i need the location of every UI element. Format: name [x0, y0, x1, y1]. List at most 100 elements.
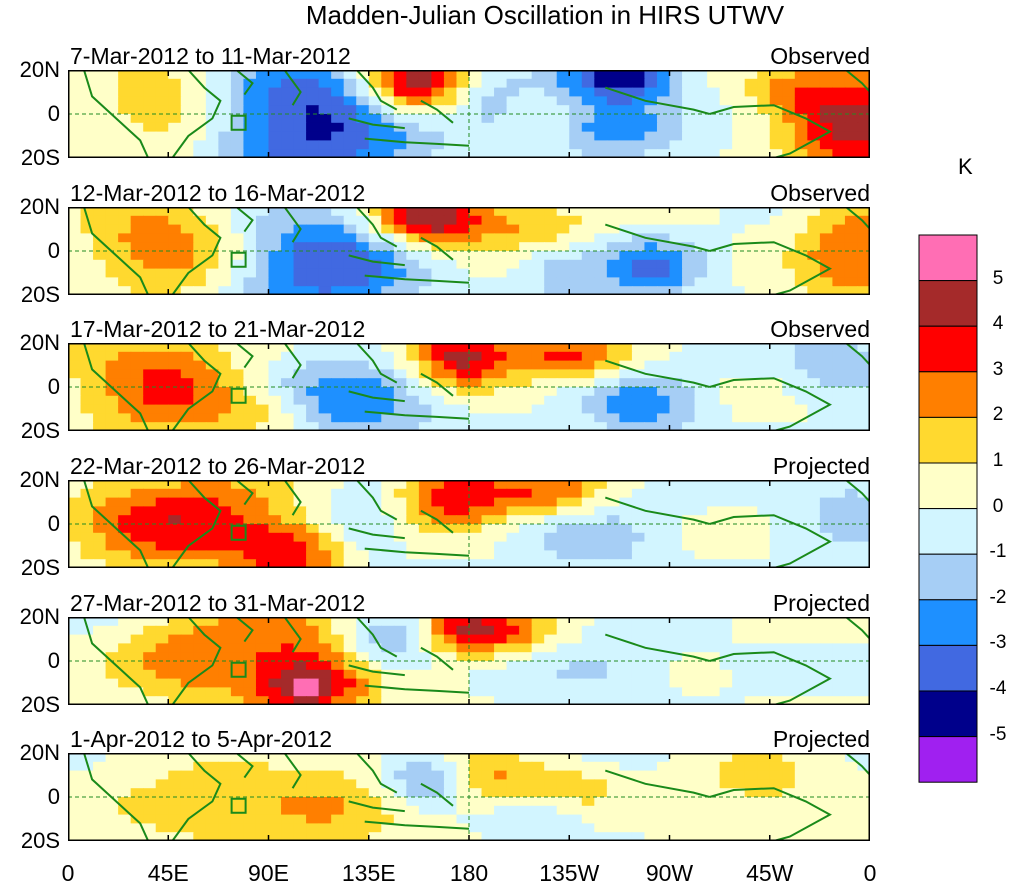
heatmap-cell — [105, 286, 119, 295]
heatmap-cell — [569, 351, 583, 362]
heatmap-cell — [769, 87, 783, 97]
heatmap-cell — [494, 788, 508, 798]
heatmap-cell — [293, 480, 307, 490]
heatmap-cell — [443, 488, 458, 499]
region-box — [230, 387, 247, 404]
heatmap-cell — [93, 224, 107, 234]
coastline — [283, 70, 302, 106]
heatmap-cell — [368, 661, 382, 671]
y-tick-label: 20N — [19, 604, 60, 629]
heatmap-cell — [819, 488, 834, 499]
heatmap-cell — [656, 559, 671, 568]
heatmap-cell — [656, 515, 671, 525]
heatmap-cell — [494, 814, 508, 824]
heatmap-cell — [218, 696, 232, 705]
heatmap-cell — [268, 832, 282, 841]
heatmap-cell — [105, 122, 119, 133]
heatmap-cell — [494, 277, 508, 287]
heatmap-cell — [481, 617, 495, 627]
heatmap-cell — [832, 823, 846, 833]
heatmap-cell — [481, 369, 495, 379]
heatmap-cell — [193, 387, 207, 397]
heatmap-cell — [243, 532, 257, 543]
heatmap-cell — [418, 687, 433, 697]
heatmap-cell — [243, 78, 257, 89]
heatmap-cell — [506, 832, 520, 841]
heatmap-cell — [306, 770, 320, 780]
heatmap-cell — [782, 652, 796, 662]
heatmap-cell — [619, 832, 633, 841]
heatmap-cell — [757, 779, 771, 789]
heatmap-cell — [556, 268, 570, 278]
heatmap-cell — [105, 696, 119, 705]
heatmap-cell — [218, 369, 232, 379]
heatmap-cell — [205, 559, 219, 568]
heatmap-cell — [857, 541, 870, 551]
heatmap-cell — [506, 480, 520, 490]
heatmap-cell — [531, 413, 545, 423]
heatmap-cell — [268, 497, 282, 507]
heatmap-cell — [519, 814, 533, 824]
heatmap-cell — [180, 105, 194, 115]
heatmap-cell — [656, 687, 671, 697]
heatmap-cell — [606, 814, 620, 824]
heatmap-cell — [243, 506, 257, 516]
heatmap-cell — [418, 634, 433, 644]
heatmap-cell — [744, 617, 758, 627]
heatmap-cell — [782, 515, 796, 525]
heatmap-cell — [218, 550, 232, 560]
x-tick-label: 90E — [248, 860, 289, 886]
heatmap-cell — [356, 832, 370, 841]
heatmap-cell — [606, 351, 620, 362]
heatmap-cell — [118, 242, 132, 252]
heatmap-cell — [155, 395, 169, 406]
heatmap-cell — [268, 369, 282, 379]
heatmap-cell — [368, 105, 382, 115]
heatmap-cell — [93, 207, 107, 217]
heatmap-cell — [707, 480, 721, 490]
heatmap-cell — [794, 114, 808, 124]
heatmap-cell — [306, 78, 320, 89]
heatmap-cell — [180, 823, 194, 833]
heatmap-cell — [857, 779, 870, 789]
heatmap-cell — [268, 625, 282, 636]
heatmap-cell — [606, 233, 620, 243]
heatmap-cell — [193, 233, 207, 243]
heatmap-cell — [431, 70, 445, 80]
heatmap-cell — [732, 360, 746, 370]
heatmap-cell — [669, 532, 683, 543]
heatmap-cell — [631, 105, 646, 115]
heatmap-cell — [268, 96, 282, 106]
heatmap-cell — [255, 652, 270, 662]
heatmap-cell — [669, 652, 683, 662]
heatmap-cell — [268, 259, 282, 270]
heatmap-cell — [443, 351, 458, 362]
colorbar-label: -5 — [989, 723, 1007, 745]
heatmap-cell — [581, 532, 595, 543]
heatmap-cell — [694, 634, 708, 644]
heatmap-cell — [230, 140, 245, 150]
colorbar-swatch — [918, 462, 978, 510]
heatmap-cell — [732, 541, 746, 551]
heatmap-cell — [694, 550, 708, 560]
heatmap-cell — [656, 770, 671, 780]
heatmap-cell — [368, 797, 382, 807]
heatmap-cell — [519, 832, 533, 841]
heatmap-cell — [581, 753, 595, 763]
coastline — [604, 86, 710, 115]
map-panel: 22-Mar-2012 to 26-Mar-2012 Projected 20N 0 2… — [20, 453, 870, 580]
y-tick-label: 20S — [20, 692, 60, 717]
heatmap-cell — [844, 779, 859, 789]
heatmap-cell — [669, 488, 683, 499]
heatmap-cell — [719, 532, 733, 543]
heatmap-cell — [644, 524, 658, 534]
heatmap-cell — [531, 242, 545, 252]
heatmap-cell — [268, 805, 282, 816]
heatmap-cell — [243, 832, 257, 841]
heatmap-cell — [581, 488, 595, 499]
heatmap-cell — [644, 753, 658, 763]
heatmap-cell — [393, 652, 407, 662]
heatmap-cell — [807, 395, 821, 406]
heatmap-cell — [481, 149, 495, 158]
heatmap-cell — [707, 488, 721, 499]
